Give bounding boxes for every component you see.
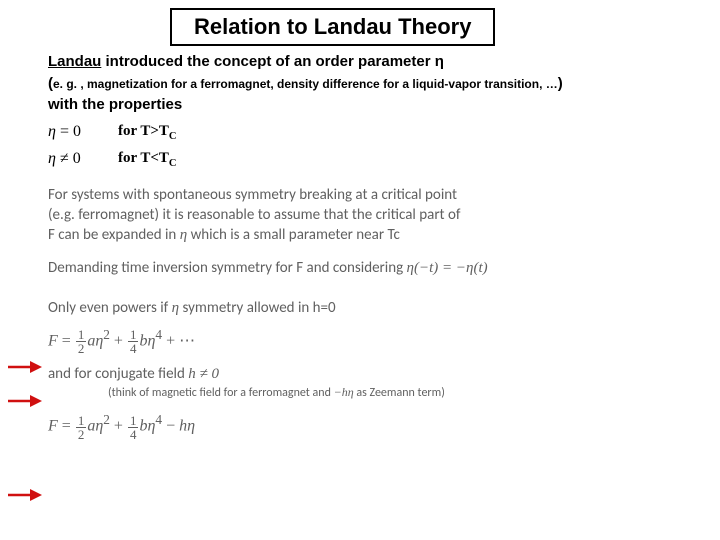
- title-box: Relation to Landau Theory: [170, 8, 495, 46]
- eta-nonzero: η ≠ 0: [48, 150, 118, 168]
- formula-2-row: F = 12aη2 + 14bη4 − hη: [48, 412, 708, 440]
- time-inversion-line: Demanding time inversion symmetry for F …: [48, 259, 708, 277]
- arrow-icon: [8, 359, 42, 375]
- intro-rest: introduced the concept of an order param…: [101, 53, 444, 70]
- even-powers-line: Only even powers if η symmetry allowed i…: [48, 299, 708, 317]
- gray-paragraph: For systems with spontaneous symmetry br…: [48, 185, 708, 246]
- page-title: Relation to Landau Theory: [194, 14, 471, 39]
- formula-2: F = 12aη2 + 14bη4 − hη: [48, 412, 195, 440]
- intro-line-1: Landau introduced the concept of an orde…: [48, 52, 708, 72]
- intro-example: e. g. , magnetization for a ferromagnet,…: [53, 77, 558, 91]
- gray-l2: (e.g. ferromagnet) it is reasonable to a…: [48, 205, 708, 225]
- intro-line-3: with the properties: [48, 95, 708, 115]
- conjugate-line: and for conjugate field h ≠ 0: [48, 365, 708, 383]
- formula-1-row: F = 12aη2 + 14bη4 + ⋯: [48, 327, 708, 355]
- formula-1: F = 12aη2 + 14bη4 + ⋯: [48, 327, 195, 355]
- cond-below: for T<TC: [118, 150, 177, 169]
- gray-l3: F can be expanded in η which is a small …: [48, 225, 708, 245]
- eta-zero: η = 0: [48, 123, 118, 141]
- gray-l1: For systems with spontaneous symmetry br…: [48, 185, 708, 205]
- arrow-icon: [8, 393, 42, 409]
- intro-line-2: (e. g. , magnetization for a ferromagnet…: [48, 74, 708, 94]
- landau-name: Landau: [48, 53, 101, 70]
- condition-row-2: η ≠ 0 for T<TC: [48, 150, 708, 169]
- content-area: Landau introduced the concept of an orde…: [48, 52, 708, 441]
- condition-row-1: η = 0 for T>TC: [48, 123, 708, 142]
- cond-above: for T>TC: [118, 123, 177, 142]
- arrow-icon: [8, 487, 42, 503]
- zeemann-note: (think of magnetic field for a ferromagn…: [108, 385, 708, 400]
- paren-close: ): [558, 75, 563, 92]
